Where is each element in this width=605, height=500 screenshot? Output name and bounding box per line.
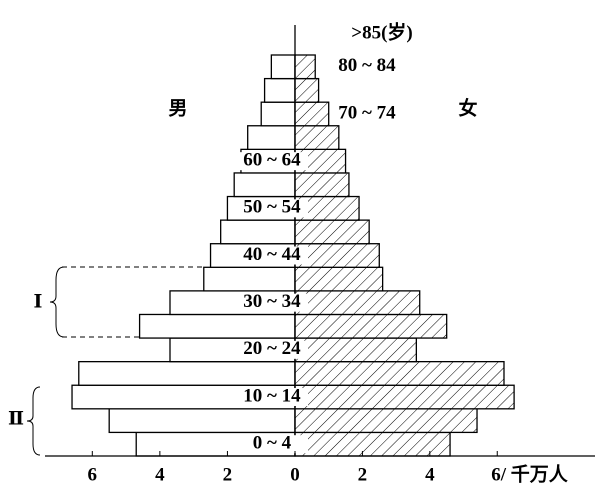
bar-male bbox=[260, 101, 296, 127]
category-label: 40 ~ 44 bbox=[243, 244, 301, 265]
bar-female bbox=[294, 125, 340, 151]
bar-female bbox=[294, 360, 505, 386]
label-bg bbox=[236, 435, 308, 454]
category-label: 80 ~ 84 bbox=[338, 55, 396, 76]
bar-female bbox=[294, 384, 515, 410]
category-label: 0 ~ 4 bbox=[253, 433, 292, 454]
bar-female bbox=[294, 337, 417, 363]
label-bg bbox=[236, 340, 308, 359]
bar-male bbox=[270, 54, 296, 80]
bar-female bbox=[294, 77, 320, 103]
x-tick-label: 4 bbox=[425, 464, 435, 485]
brace bbox=[26, 386, 41, 456]
label-bg bbox=[236, 152, 308, 171]
labels: 0 ~ 4 10 ~ 14 20 ~ 24 30 ~ 34 40 ~ 44 50 ~ 54… bbox=[236, 55, 396, 454]
x-tick-label: 2 bbox=[223, 464, 233, 485]
category-label: 20 ~ 24 bbox=[243, 338, 301, 359]
bar-female bbox=[294, 313, 448, 339]
bar-male bbox=[220, 219, 296, 245]
bar-male bbox=[78, 360, 296, 386]
bar-male bbox=[138, 313, 296, 339]
category-label: 10 ~ 14 bbox=[243, 385, 301, 406]
bar-female bbox=[294, 266, 384, 292]
bar-female bbox=[294, 290, 421, 316]
legend-female: 女 bbox=[458, 96, 477, 119]
label-bg bbox=[236, 388, 308, 407]
bar-female bbox=[294, 219, 370, 245]
x-tick-label: 6 bbox=[88, 464, 98, 485]
bar-female bbox=[294, 408, 478, 434]
label-bg bbox=[236, 199, 308, 218]
bar-male bbox=[203, 266, 296, 292]
bar-female bbox=[294, 172, 350, 198]
bar-female bbox=[294, 54, 316, 80]
x-tick-label: 0 bbox=[290, 464, 300, 485]
label-bg bbox=[236, 246, 308, 265]
x-tick-label: 4 bbox=[155, 464, 165, 485]
label-bg bbox=[236, 293, 308, 312]
bar-male bbox=[247, 125, 296, 151]
bar-male bbox=[108, 408, 296, 434]
category-label: 30 ~ 34 bbox=[243, 291, 301, 312]
bar-male bbox=[263, 77, 296, 103]
bar-female bbox=[294, 101, 330, 127]
y-axis-label: >85(岁) bbox=[351, 20, 412, 43]
bar-female bbox=[294, 431, 451, 457]
legend-male: 男 bbox=[168, 97, 187, 119]
category-label: 50 ~ 54 bbox=[243, 197, 301, 218]
brace bbox=[49, 266, 65, 338]
x-tick-label: 2 bbox=[358, 464, 368, 485]
bar-male bbox=[233, 172, 296, 198]
category-label: 70 ~ 74 bbox=[338, 102, 396, 123]
x-tick-label: 6/ 千万人 bbox=[491, 463, 569, 485]
annotation: Ⅰ bbox=[34, 291, 43, 312]
annotation: Ⅱ bbox=[8, 408, 24, 429]
category-label: 60 ~ 64 bbox=[243, 150, 301, 171]
